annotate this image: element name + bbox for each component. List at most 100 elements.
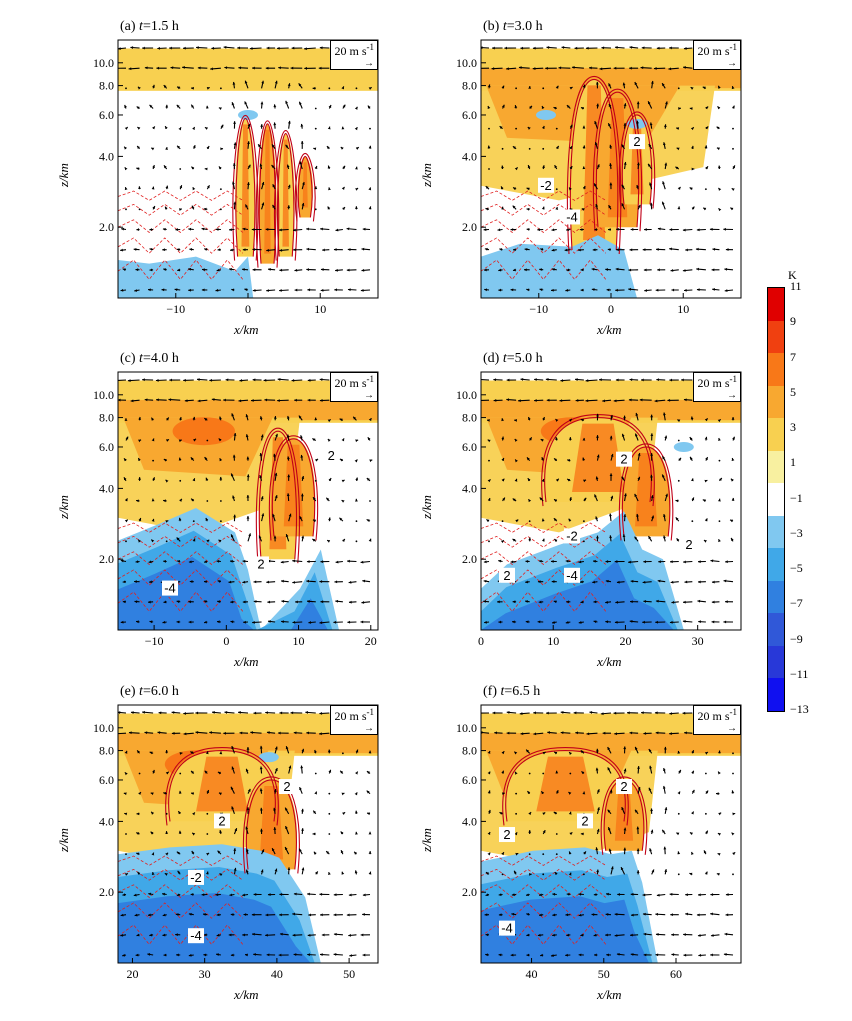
wind-vector-head — [366, 771, 370, 774]
y-axis-label: z/km — [56, 495, 71, 519]
wind-vector-head — [124, 772, 128, 776]
wind-vector-head — [234, 828, 238, 832]
wind-vector-head — [594, 183, 597, 187]
wind-vector-head — [691, 206, 695, 210]
wind-vector-head — [552, 892, 556, 896]
wind-vector-head — [676, 147, 680, 151]
wind-vector-head — [613, 66, 617, 70]
wind-vector-head — [705, 457, 708, 461]
wind-vector-head — [664, 807, 668, 811]
wind-vector-head — [322, 248, 325, 252]
wind-vector-head — [614, 912, 618, 916]
cold-pool-deep — [118, 556, 328, 630]
wind-vector-head — [114, 67, 117, 70]
wind-vector — [528, 520, 531, 523]
wind-vector-head — [320, 560, 324, 564]
wind-vector-head — [287, 120, 291, 124]
wind-vector-head — [218, 107, 222, 110]
wind-vector-head — [568, 518, 572, 522]
wind-vector-head — [565, 559, 569, 563]
wind-vector-head — [315, 458, 319, 462]
wind-vector-head — [134, 913, 138, 917]
wind-vector-head — [589, 710, 593, 714]
wind-vector-head — [277, 377, 281, 381]
contour-negative — [118, 522, 244, 533]
wind-vector-head — [731, 537, 734, 541]
wind-vector-head — [515, 459, 518, 463]
wind-vector-head — [218, 438, 222, 442]
wind-vector-head — [578, 892, 582, 896]
wind-vector-head — [628, 398, 632, 402]
wind-vector-head — [149, 580, 152, 584]
wind-vector-head — [555, 437, 558, 441]
x-axis-label: x/km — [234, 987, 259, 1002]
wind-vector — [528, 853, 531, 856]
wind-vector-head — [230, 559, 233, 563]
wind-vector-head — [671, 288, 675, 292]
wind-vector-head — [314, 791, 318, 795]
wind-vector-head — [122, 953, 126, 957]
wind-vector — [555, 127, 558, 130]
time-variable: t — [500, 684, 505, 699]
wind-vector-head — [124, 146, 127, 150]
wind-vector-head — [307, 378, 311, 382]
wind-vector-head — [165, 126, 168, 130]
wind-vector-head — [705, 166, 709, 170]
wind-vector-head — [238, 399, 242, 403]
contour-negative — [481, 522, 607, 533]
y-axis-label: z/km — [419, 495, 434, 519]
wind-vector-head — [635, 809, 638, 813]
wind-vector-head — [312, 832, 316, 836]
wind-vector-head — [307, 933, 311, 937]
contour-negative — [481, 591, 607, 613]
wind-vector-head — [501, 478, 505, 482]
wind-vector-head — [656, 248, 659, 251]
wind-vector-head — [614, 934, 618, 937]
contour-label-bg — [564, 528, 580, 544]
contour-label-bg — [616, 779, 632, 795]
wind-vector-head — [192, 538, 196, 542]
wind-vector-head — [152, 165, 155, 169]
wind-vector-head — [288, 765, 292, 769]
wind-vector-head — [259, 416, 263, 420]
wind-vector-head — [513, 268, 516, 272]
wind-vector-head — [219, 751, 223, 755]
wind-vector-head — [201, 227, 205, 231]
wind-vector-head — [175, 228, 179, 232]
wind-vector-head — [118, 711, 121, 714]
wind-vector-head — [245, 768, 249, 772]
wind-vector-head — [266, 953, 270, 957]
wind-vector-head — [709, 227, 713, 231]
wind-vector-head — [276, 46, 280, 50]
wind-vector-head — [615, 600, 619, 604]
wind-vector-head — [568, 811, 572, 815]
reference-vector-exponent: -1 — [729, 42, 738, 52]
wind-vector-head — [501, 418, 505, 422]
wind-vector-head — [148, 560, 152, 564]
wind-vector-head — [643, 599, 647, 603]
wind-vector-head — [308, 621, 312, 624]
wind-vector-head — [689, 107, 693, 110]
wind-vector-head — [230, 913, 234, 917]
wind-vector-head — [174, 288, 178, 292]
wind-vector-head — [514, 438, 518, 442]
wind-vector-head — [655, 953, 659, 957]
contour-positive — [276, 133, 295, 257]
wind-vector-head — [691, 750, 694, 754]
wind-vector-head — [510, 560, 514, 564]
wind-vector-head — [607, 767, 611, 771]
wind-vector-head — [583, 497, 587, 501]
wind-vector-head — [273, 827, 277, 830]
wind-vector-head — [163, 165, 167, 169]
wind-vector-head — [368, 145, 372, 149]
wind-vector-head — [525, 580, 529, 584]
wind-vector-head — [487, 145, 491, 149]
wind-vector-head — [710, 953, 713, 957]
wind-vector-head — [552, 933, 555, 937]
wind-vector-head — [615, 267, 619, 271]
wind-vector-head — [320, 600, 324, 604]
wind-vector-head — [341, 871, 345, 875]
wind-vector-head — [524, 247, 528, 251]
reference-vector-exponent: -1 — [366, 374, 375, 384]
wind-vector-head — [569, 87, 573, 90]
